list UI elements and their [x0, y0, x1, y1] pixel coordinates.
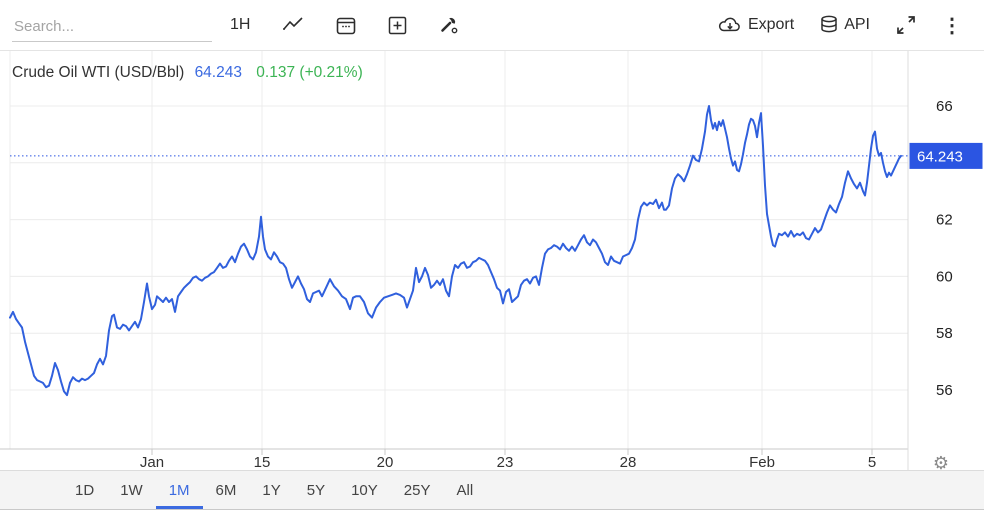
calendar-icon: [336, 16, 356, 35]
more-menu-button[interactable]: ⋮: [942, 13, 962, 38]
kebab-icon: ⋮: [942, 14, 962, 37]
export-cloud-icon: [718, 16, 742, 34]
x-tick-label: 5: [868, 454, 876, 471]
change-absolute: 0.137: [256, 64, 296, 81]
instrument-title: Crude Oil WTI (USD/Bbl): [12, 64, 185, 81]
add-indicator-button[interactable]: [388, 16, 407, 35]
x-tick-label: 15: [254, 454, 271, 471]
y-tick-label: 66: [936, 98, 953, 115]
line-chart-icon: [282, 16, 304, 34]
last-price-value: 64.243: [194, 64, 242, 81]
price-series-path: [9, 105, 902, 397]
api-label: API: [844, 16, 870, 33]
fullscreen-icon: [896, 15, 916, 35]
timeframe-1y[interactable]: 1Y: [249, 471, 293, 509]
search-input[interactable]: [12, 16, 212, 42]
y-tick-label: 62: [936, 212, 953, 229]
chart-header: Crude Oil WTI (USD/Bbl) 64.243 0.137 (+0…: [12, 64, 363, 82]
price-badge[interactable]: [909, 142, 983, 169]
timeframe-bar: 1D 1W 1M 6M 1Y 5Y 10Y 25Y All: [0, 470, 984, 510]
x-tick-label: Feb: [749, 454, 775, 471]
timeframe-10y[interactable]: 10Y: [338, 471, 391, 509]
y-tick-label: 58: [936, 325, 953, 342]
interval-label: 1H: [230, 16, 251, 33]
toolbar-chart-tools: 1H: [230, 0, 459, 50]
chart-type-button[interactable]: [282, 16, 304, 34]
plus-square-icon: [388, 16, 407, 35]
timeframe-1d[interactable]: 1D: [62, 471, 107, 509]
interval-button[interactable]: 1H: [230, 16, 250, 34]
timeframe-1w[interactable]: 1W: [107, 471, 156, 509]
tools-button[interactable]: [439, 15, 459, 35]
x-tick-label: 28: [620, 454, 637, 471]
timeframe-6m[interactable]: 6M: [203, 471, 250, 509]
y-tick-label: 56: [936, 382, 953, 399]
timeframe-1m[interactable]: 1M: [155, 471, 203, 509]
price-change: 0.137 (+0.21%): [256, 64, 362, 81]
export-button[interactable]: Export: [718, 16, 794, 34]
price-badge-label: 64.243: [917, 148, 963, 165]
wrench-icon: [439, 15, 459, 35]
y-tick-label: 60: [936, 268, 953, 285]
api-database-icon: [820, 15, 838, 35]
timeframe-5y[interactable]: 5Y: [294, 471, 338, 509]
timeframe-25y[interactable]: 25Y: [391, 471, 444, 509]
api-button[interactable]: API: [820, 15, 870, 35]
calendar-button[interactable]: [336, 16, 356, 35]
timeframe-all[interactable]: All: [444, 471, 487, 509]
toolbar-actions: Export API: [718, 0, 962, 50]
toolbar: 1H: [0, 0, 984, 51]
x-tick-label: 23: [497, 454, 514, 471]
fullscreen-button[interactable]: [896, 15, 916, 35]
x-tick-label: 20: [377, 454, 394, 471]
x-tick-label: Jan: [140, 454, 164, 471]
export-label: Export: [747, 16, 795, 33]
change-percent: (+0.21%): [299, 64, 363, 81]
axis-settings-gear-icon[interactable]: ⚙: [929, 451, 953, 475]
